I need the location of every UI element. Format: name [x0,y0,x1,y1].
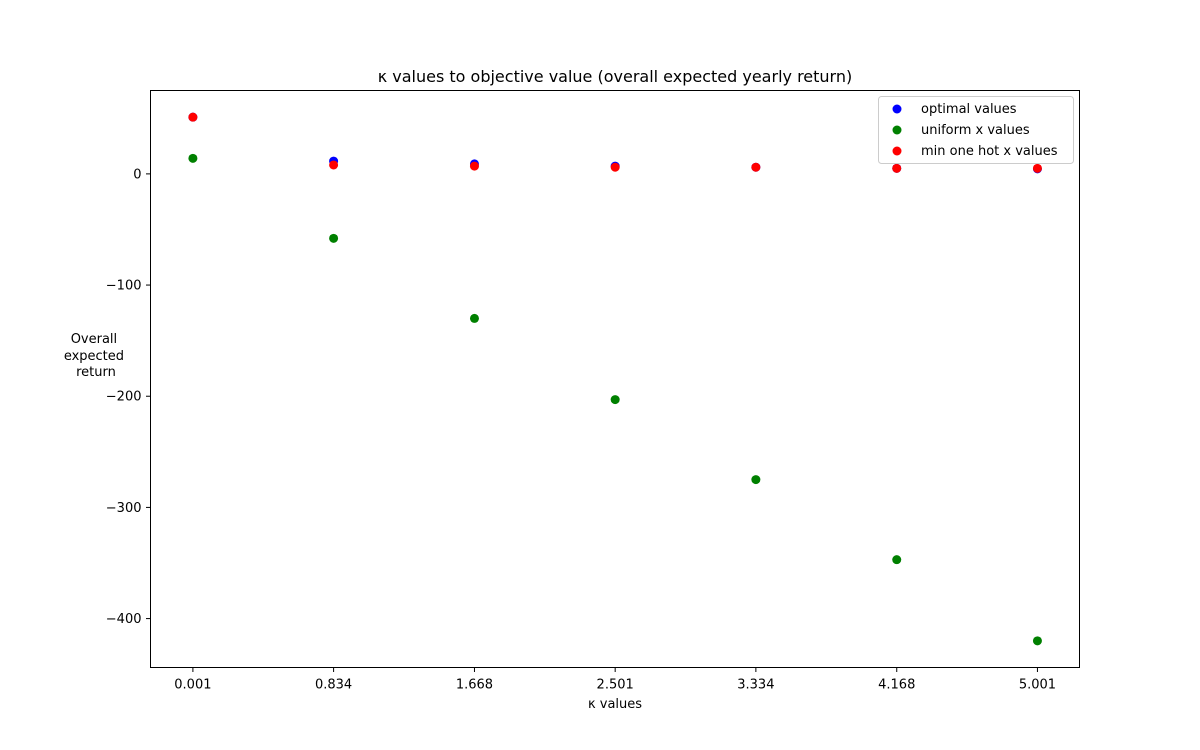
point-min-one-hot-x-values [751,162,761,172]
y-axis: 0 −100 −200 −300 −400 [106,167,151,627]
point-min-one-hot-x-values [892,163,902,173]
point-uniform-x-values [610,395,620,405]
chart-title: κ values to objective value (overall exp… [378,67,852,86]
point-uniform-x-values [469,313,479,323]
y-axis-label-line-3: return [76,365,116,380]
x-tick-label: 1.668 [456,678,493,693]
y-tick-label: −400 [106,612,142,627]
legend-marker-uniform [892,125,902,135]
x-tick-label: 0.834 [315,678,352,693]
x-tick-label: 3.334 [737,678,774,693]
y-axis-label-line-1: Overall [71,332,117,347]
legend: optimal values uniform x values min one … [878,96,1074,164]
point-min-one-hot-x-values [329,160,339,170]
legend-label-uniform: uniform x values [921,123,1030,138]
legend-label-optimal: optimal values [921,102,1017,117]
y-axis-label-line-2: expected [64,349,124,364]
point-min-one-hot-x-values [1032,163,1042,173]
legend-box [878,96,1074,164]
y-tick-label: −100 [106,279,142,294]
plot-frame [150,90,1080,668]
x-axis: 0.001 0.834 1.668 2.501 3.334 4.168 5.001 [174,667,1056,693]
y-tick-label: 0 [133,167,141,182]
legend-marker-optimal [892,104,902,114]
x-tick-label: 5.001 [1019,678,1056,693]
legend-label-min-one-hot: min one hot x values [921,144,1058,159]
point-uniform-x-values [751,475,761,485]
x-tick-label: 4.168 [878,678,915,693]
y-tick-label: −300 [106,501,142,516]
x-tick-label: 2.501 [597,678,634,693]
y-tick-label: −200 [106,390,142,405]
point-uniform-x-values [329,233,339,243]
points-layer [188,112,1042,646]
x-tick-label: 0.001 [174,678,211,693]
point-min-one-hot-x-values [469,161,479,171]
y-axis-label: Overall expected return [64,332,128,380]
point-min-one-hot-x-values [610,162,620,172]
point-uniform-x-values [188,153,198,163]
point-uniform-x-values [892,555,902,565]
point-uniform-x-values [1032,636,1042,646]
point-min-one-hot-x-values [188,112,198,122]
x-axis-label: κ values [588,697,642,712]
legend-marker-min-one-hot [892,146,902,156]
